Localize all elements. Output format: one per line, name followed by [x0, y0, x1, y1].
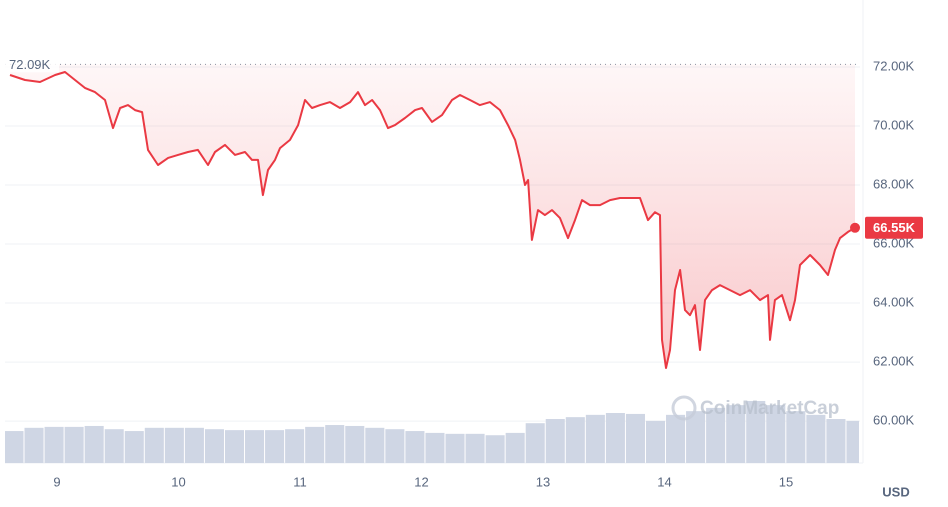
volume-bar — [64, 426, 84, 463]
volume-bar — [565, 417, 585, 463]
y-tick-label: 60.00K — [873, 413, 915, 428]
volume-bar — [24, 427, 44, 463]
volume-bar — [645, 420, 666, 463]
volume-bar — [5, 431, 24, 463]
volume-bar — [465, 433, 485, 463]
volume-bar — [746, 400, 766, 463]
volume-bar — [84, 425, 104, 463]
volume-bar — [405, 431, 425, 463]
volume-bar — [204, 429, 224, 463]
volume-bar — [305, 426, 325, 463]
volume-bar — [385, 429, 405, 463]
volume-bar — [726, 405, 746, 463]
volume-bar — [104, 429, 124, 463]
volume-bar — [425, 432, 445, 463]
volume-bar — [184, 427, 204, 463]
volume-bar — [365, 427, 385, 463]
volume-bar — [766, 405, 786, 463]
y-tick-label: 62.00K — [873, 354, 915, 369]
last-point — [850, 222, 861, 233]
y-tick-label: 64.00K — [873, 294, 915, 309]
x-tick-label: 9 — [53, 474, 60, 489]
axis-unit: USD — [882, 484, 909, 499]
reference-label: 72.09K — [9, 57, 51, 72]
volume-bar — [706, 407, 726, 463]
volume-bar — [826, 419, 846, 463]
price-tag — [865, 216, 923, 239]
y-tick-label: 66.00K — [873, 235, 915, 250]
area-fill — [9, 64, 856, 369]
volume-bar — [625, 413, 645, 463]
volume-bar — [285, 429, 305, 463]
y-tick-label: 68.00K — [873, 176, 915, 191]
volume-bar — [505, 432, 525, 463]
price-tag-label: 66.55K — [873, 220, 916, 235]
x-tick-label: 13 — [536, 474, 550, 489]
volume-bar — [525, 423, 545, 463]
volume-bar — [265, 430, 285, 463]
volume-bar — [445, 433, 465, 463]
volume-bar — [846, 420, 859, 463]
y-tick-label: 70.00K — [873, 117, 915, 132]
volume-bar — [124, 431, 144, 463]
y-tick-label: 72.00K — [873, 58, 915, 73]
volume-bar — [806, 414, 826, 463]
volume-bar — [545, 419, 565, 463]
x-tick-label: 11 — [293, 474, 307, 489]
volume-bar — [686, 411, 706, 463]
x-tick-label: 10 — [171, 474, 185, 489]
volume-bar — [224, 430, 245, 463]
x-tick-label: 14 — [657, 474, 671, 489]
watermark-logo — [671, 395, 697, 421]
volume-bar — [485, 435, 505, 463]
volume-bar — [605, 412, 625, 463]
x-tick-label: 15 — [779, 474, 793, 489]
volume-bar — [325, 425, 345, 463]
volume-bar — [345, 425, 365, 463]
volume-bar — [164, 427, 184, 463]
watermark: CoinMarketCap — [700, 398, 839, 419]
volume-bar — [144, 427, 164, 463]
volume-bar — [786, 411, 806, 463]
volume-bar — [245, 430, 265, 463]
volume-bar — [44, 426, 64, 463]
x-tick-label: 12 — [414, 474, 428, 489]
volume-bar — [585, 414, 605, 463]
reference-label-bg — [5, 56, 59, 73]
price-line — [9, 71, 856, 369]
volume-bar — [666, 414, 686, 463]
